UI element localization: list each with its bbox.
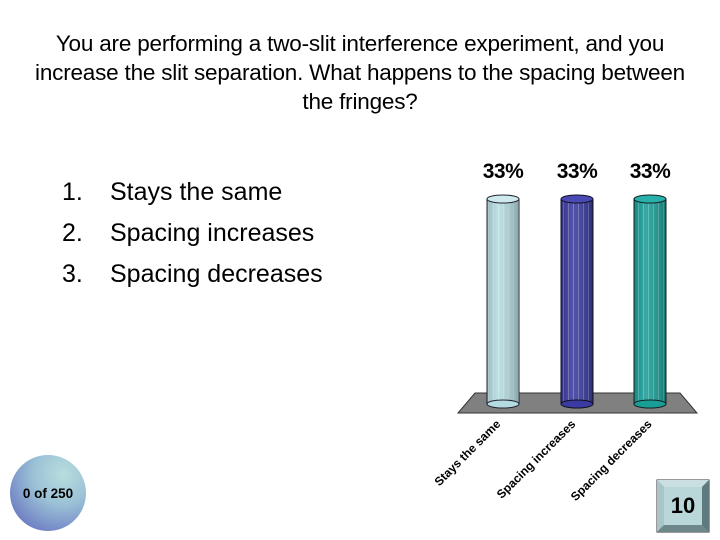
answer-list: 1. Stays the same 2. Spacing increases 3… (62, 172, 323, 295)
answer-label: Stays the same (110, 178, 283, 206)
answer-number: 3. (62, 260, 83, 288)
bar-value-label-1: 33% (482, 160, 524, 183)
question-title: You are performing a two-slit interferen… (35, 31, 685, 114)
bar-value-label-2: 33% (556, 160, 598, 183)
response-counter-badge: 0 of 250 (10, 455, 86, 531)
bar-spacing-decreases (633, 194, 667, 409)
timer-box (656, 479, 710, 533)
countdown-timer: 10 (670, 493, 696, 518)
bar-stays-the-same (486, 194, 520, 409)
answer-option-3: 3. Spacing decreases (62, 254, 323, 295)
answer-option-1: 1. Stays the same (62, 172, 323, 213)
answer-number: 2. (62, 219, 83, 247)
response-counter-text: 0 of 250 (22, 485, 74, 501)
answer-number: 1. (62, 178, 83, 206)
answer-option-2: 2. Spacing increases (62, 213, 323, 254)
bar-spacing-increases (560, 194, 594, 409)
bar-value-label-3: 33% (629, 160, 671, 183)
answer-label: Spacing increases (110, 219, 315, 247)
answer-label: Spacing decreases (110, 260, 323, 288)
